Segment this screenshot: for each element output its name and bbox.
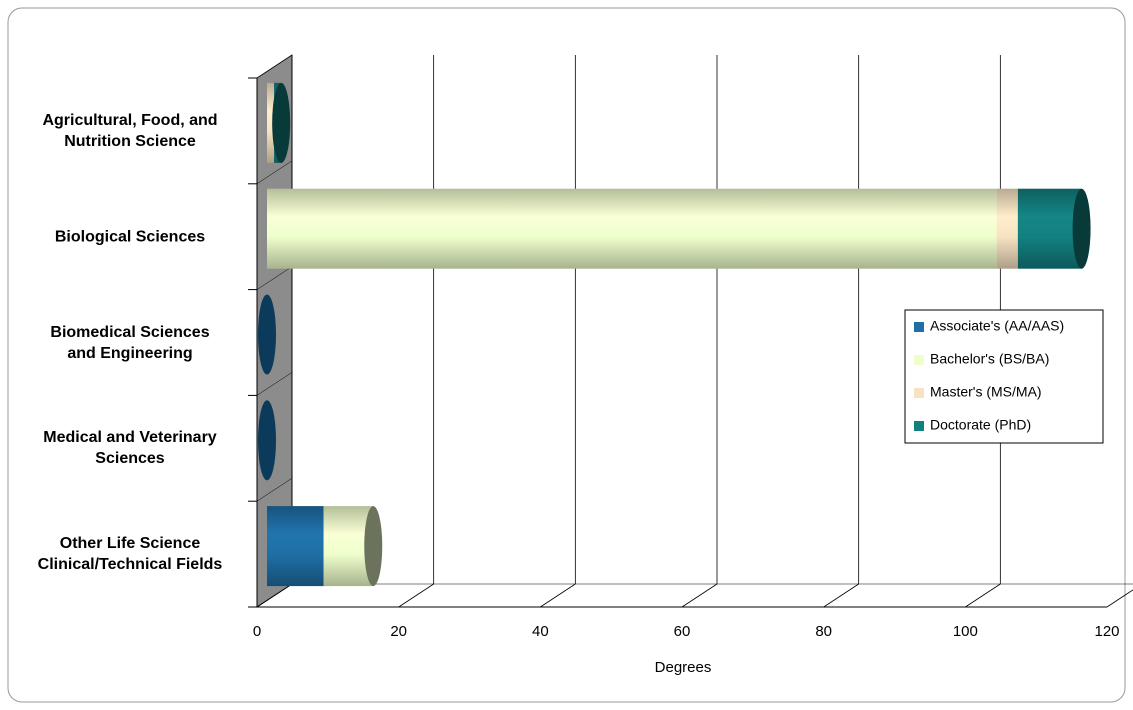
x-axis-label: Degrees (655, 659, 712, 676)
x-tick-label: 60 (674, 623, 691, 640)
floor-line (681, 583, 718, 608)
wall-divider (256, 477, 293, 502)
legend-swatch (914, 355, 924, 365)
y-tick-label: Other Life Science Clinical/Technical Fie… (10, 533, 250, 575)
bar-end-cap (364, 506, 383, 587)
legend-label: Master's (MS/MA) (930, 384, 1042, 400)
y-tick-label: Biological Sciences (10, 226, 250, 247)
bar-segment (267, 506, 324, 587)
y-tick-label: Medical and Veterinary Sciences (10, 427, 250, 469)
bar-segment (267, 188, 997, 269)
y-tick-label-line: Medical and Veterinary (43, 429, 217, 447)
y-tick-label: Agricultural, Food, and Nutrition Science (10, 110, 250, 152)
bar-segment (996, 188, 1018, 269)
x-tick-label: 100 (953, 623, 978, 640)
bar-end-cap (1072, 188, 1091, 269)
x-tick-label: 120 (1094, 623, 1119, 640)
legend-swatch (914, 388, 924, 398)
y-tick-label-line: Nutrition Science (64, 132, 196, 150)
x-tick-label: 0 (253, 623, 261, 640)
legend-swatch (914, 421, 924, 431)
y-tick-label: Biomedical Sciences and Engineering (10, 322, 250, 364)
y-tick-label-line: Sciences (95, 450, 165, 468)
floor-line (823, 583, 859, 608)
y-tick-label-line: Biological Sciences (54, 228, 206, 246)
floor-line (540, 583, 576, 608)
floor-line (398, 583, 434, 608)
legend-box (904, 309, 1104, 444)
bar-segment (1017, 188, 1082, 269)
y-tick-label-line: and Engineering (67, 344, 193, 362)
legend: Associate's (AA/AAS) Bachelor's (BS/BA) Ma… (904, 309, 1104, 444)
legend-label: Doctorate (PhD) (930, 417, 1031, 433)
y-tick-label-line: Agricultural, Food, and (42, 111, 218, 129)
bar-end-cap (258, 294, 276, 375)
legend-label: Bachelor's (BS/BA) (930, 351, 1049, 367)
wall-divider (256, 583, 293, 608)
x-tick-label: 80 (815, 623, 832, 640)
y-tick-label-line: Other Life Science (59, 535, 201, 553)
bar-segment (267, 82, 275, 163)
y-tick-label-line: Clinical/Technical Fields (37, 556, 223, 574)
x-tick-label: 40 (532, 623, 549, 640)
floor-line (1106, 589, 1133, 608)
bar-end-cap (272, 82, 291, 163)
y-tick-label-line: Biomedical Sciences (50, 323, 210, 341)
legend-swatch (914, 322, 924, 332)
x-tick-label: 20 (390, 623, 407, 640)
wall-divider (256, 160, 293, 185)
bar-end-cap (258, 400, 276, 481)
wall-divider (256, 266, 293, 290)
wall-divider (256, 372, 293, 396)
floor-line (965, 583, 1001, 608)
legend-label: Associate's (AA/AAS) (930, 318, 1064, 334)
